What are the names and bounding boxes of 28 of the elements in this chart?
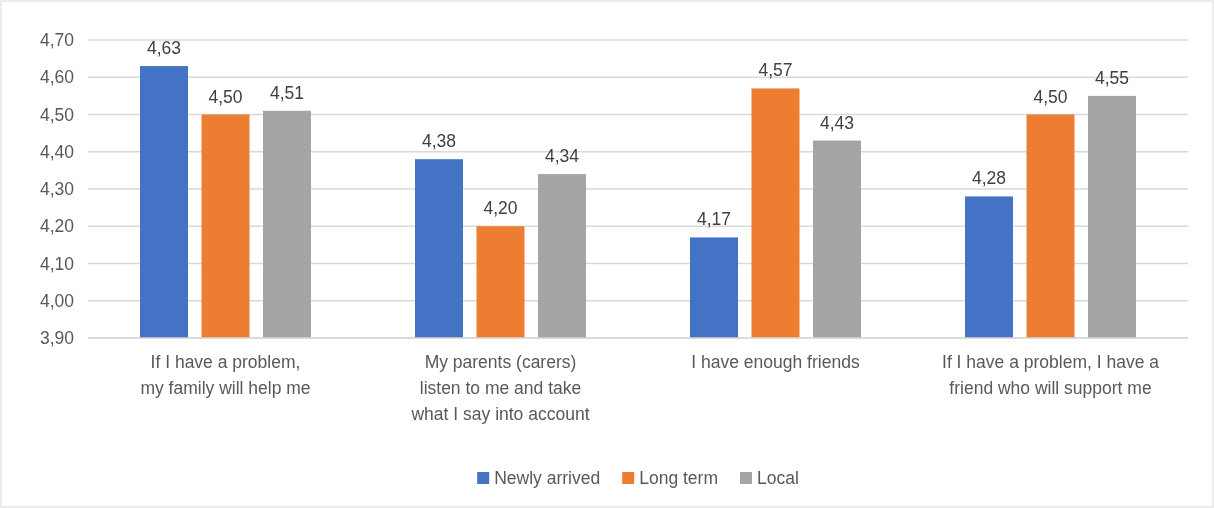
y-tick-label: 4,50 (39, 104, 75, 125)
legend-label: Newly arrived (494, 468, 601, 488)
y-tick-label: 4,20 (39, 216, 75, 237)
y-tick-label: 4,10 (39, 253, 75, 274)
data-label: 4,43 (819, 112, 855, 133)
x-tick-label: My parents (carers) listen to me and take what I say into account (410, 352, 590, 424)
x-tick-label: If I have a problem, I have a friend who will support me (942, 352, 1160, 398)
legend-label: Long term (639, 468, 718, 488)
data-label: 4,38 (421, 131, 457, 152)
data-label: 4,28 (971, 168, 1007, 189)
y-tick-label: 3,90 (39, 328, 75, 349)
data-label: 4,34 (544, 146, 580, 167)
data-label: 4,51 (269, 82, 305, 103)
data-label: 4,50 (208, 86, 243, 107)
data-label: 4,50 (1033, 86, 1068, 107)
data-label: 4,57 (758, 60, 793, 81)
data-label: 4,20 (483, 198, 518, 219)
x-tick-label: If I have a problem, my family will help me (140, 352, 311, 398)
y-tick-label: 4,00 (39, 290, 75, 311)
y-tick-label: 4,70 (39, 30, 75, 51)
y-tick-label: 4,60 (39, 67, 75, 88)
y-tick-label: 4,30 (39, 179, 75, 200)
x-tick-label: I have enough friends (691, 352, 860, 372)
data-label: 4,55 (1094, 67, 1130, 88)
data-label: 4,17 (696, 209, 732, 230)
legend-label: Local (756, 468, 799, 488)
y-tick-label: 4,40 (39, 141, 75, 162)
data-label: 4,63 (146, 38, 182, 59)
